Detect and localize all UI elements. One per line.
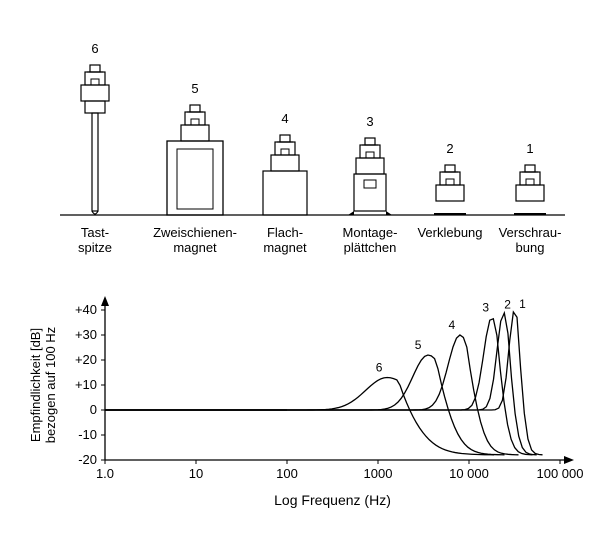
curve-label: 5 — [415, 338, 422, 352]
sensor-label: Flach- — [267, 225, 303, 240]
sensor-number: 3 — [366, 114, 373, 129]
sensor-4: 4 Flach-magnet — [263, 111, 307, 255]
y-tick-label: +20 — [75, 352, 97, 367]
svg-text:Empfindlichkeit [dB]: Empfindlichkeit [dB] — [28, 328, 43, 442]
sensor-label: spitze — [78, 240, 112, 255]
x-axis-label: Log Frequenz (Hz) — [274, 492, 391, 508]
sensor-number: 5 — [191, 81, 198, 96]
sensor-2: 2 Verklebung — [417, 141, 482, 240]
figure-svg: 6 Tast-spitze 5 Zweischienen-magnet 4 Flach-m… — [0, 0, 606, 548]
x-tick-label: 100 000 — [537, 466, 584, 481]
x-tick-label: 10 000 — [449, 466, 489, 481]
sensor-number: 1 — [526, 141, 533, 156]
sensor-number: 4 — [281, 111, 288, 126]
y-tick-label: 0 — [90, 402, 97, 417]
x-tick-label: 1.0 — [96, 466, 114, 481]
sensor-6: 6 Tast-spitze — [78, 41, 112, 255]
curve-5 — [105, 355, 504, 455]
sensor-label: Montage- — [343, 225, 398, 240]
y-tick-label: -10 — [78, 427, 97, 442]
curve-3 — [105, 319, 533, 455]
svg-text:bezogen auf 100 Hz: bezogen auf 100 Hz — [43, 327, 58, 443]
figure-root: 6 Tast-spitze 5 Zweischienen-magnet 4 Flach-m… — [0, 0, 606, 548]
x-tick-label: 10 — [189, 466, 203, 481]
sensor-1: 1 Verschrau-bung — [499, 141, 562, 255]
curve-4 — [105, 335, 519, 455]
y-tick-label: +10 — [75, 377, 97, 392]
curve-label: 6 — [376, 361, 383, 375]
x-tick-label: 1000 — [364, 466, 393, 481]
frequency-response-chart: -20 -10 0 +10 +20 +30 +40 1.0 10 100 1000 10 000 100… — [28, 296, 584, 508]
y-tick-label: +30 — [75, 327, 97, 342]
curve-label: 4 — [449, 318, 456, 332]
y-tick-label: -20 — [78, 452, 97, 467]
sensor-label: bung — [516, 240, 545, 255]
sensor-label: Verklebung — [417, 225, 482, 240]
curve-2 — [105, 313, 537, 455]
y-tick-label: +40 — [75, 302, 97, 317]
sensor-label: magnet — [173, 240, 217, 255]
y-axis-label: Empfindlichkeit [dB]bezogen auf 100 Hz — [28, 327, 58, 443]
sensor-number: 2 — [446, 141, 453, 156]
curve-label: 2 — [504, 298, 511, 312]
curve-6 — [105, 378, 494, 455]
curve-label: 1 — [519, 297, 526, 311]
sensor-label: plättchen — [344, 240, 397, 255]
sensor-5: 5 Zweischienen-magnet — [153, 81, 237, 255]
sensor-number: 6 — [91, 41, 98, 56]
curve-label: 3 — [482, 301, 489, 315]
sensor-label: Tast- — [81, 225, 109, 240]
curve-1 — [105, 312, 543, 455]
sensor-label: Verschrau- — [499, 225, 562, 240]
x-tick-label: 100 — [276, 466, 298, 481]
sensor-label: Zweischienen- — [153, 225, 237, 240]
sensor-3: 3 Montage-plättchen — [343, 114, 398, 255]
sensor-label: magnet — [263, 240, 307, 255]
